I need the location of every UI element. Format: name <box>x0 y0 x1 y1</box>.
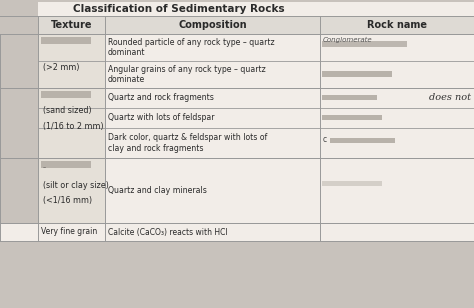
Text: Classification of Sedimentary Rocks: Classification of Sedimentary Rocks <box>73 4 285 14</box>
Text: (sand sized): (sand sized) <box>43 106 91 115</box>
Bar <box>322 115 382 120</box>
Bar <box>322 40 407 47</box>
Bar <box>41 91 91 98</box>
Bar <box>38 88 105 158</box>
Text: Conglomerate: Conglomerate <box>323 36 373 43</box>
Text: Very fine grain: Very fine grain <box>41 228 97 237</box>
Text: (>2 mm): (>2 mm) <box>43 63 80 72</box>
Bar <box>38 2 474 16</box>
Bar <box>322 71 392 76</box>
Text: (<1/16 mm): (<1/16 mm) <box>43 196 92 205</box>
Text: Angular grains of any rock type – quartz
dominate: Angular grains of any rock type – quartz… <box>108 65 266 84</box>
Bar <box>322 180 382 185</box>
Bar <box>330 138 395 143</box>
Text: does not: does not <box>429 94 471 103</box>
Text: Calcite (CaCO₃) reacts with HCl: Calcite (CaCO₃) reacts with HCl <box>108 228 228 237</box>
Bar <box>41 37 91 44</box>
Bar <box>322 95 377 100</box>
Bar <box>41 161 91 168</box>
Bar <box>0 0 474 241</box>
Text: (1/16 to 2 mm): (1/16 to 2 mm) <box>43 121 104 131</box>
Text: –: – <box>43 165 46 171</box>
Bar <box>0 223 474 241</box>
Bar <box>38 158 105 223</box>
Text: Dark color, quartz & feldspar with lots of
clay and rock fragments: Dark color, quartz & feldspar with lots … <box>108 133 267 153</box>
Text: Quartz and clay minerals: Quartz and clay minerals <box>108 186 207 195</box>
Text: Quartz and rock fragments: Quartz and rock fragments <box>108 94 214 103</box>
Text: c: c <box>323 135 327 144</box>
Bar <box>38 34 105 88</box>
Bar <box>38 16 474 34</box>
Text: Quartz with lots of feldspar: Quartz with lots of feldspar <box>108 114 215 123</box>
Text: Rock name: Rock name <box>367 20 427 30</box>
Bar <box>38 2 474 241</box>
Text: Texture: Texture <box>51 20 92 30</box>
Bar <box>0 16 38 241</box>
Text: (silt or clay size): (silt or clay size) <box>43 181 109 191</box>
Text: Composition: Composition <box>178 20 247 30</box>
Text: Rounded particle of any rock type – quartz
dominant: Rounded particle of any rock type – quar… <box>108 38 274 57</box>
